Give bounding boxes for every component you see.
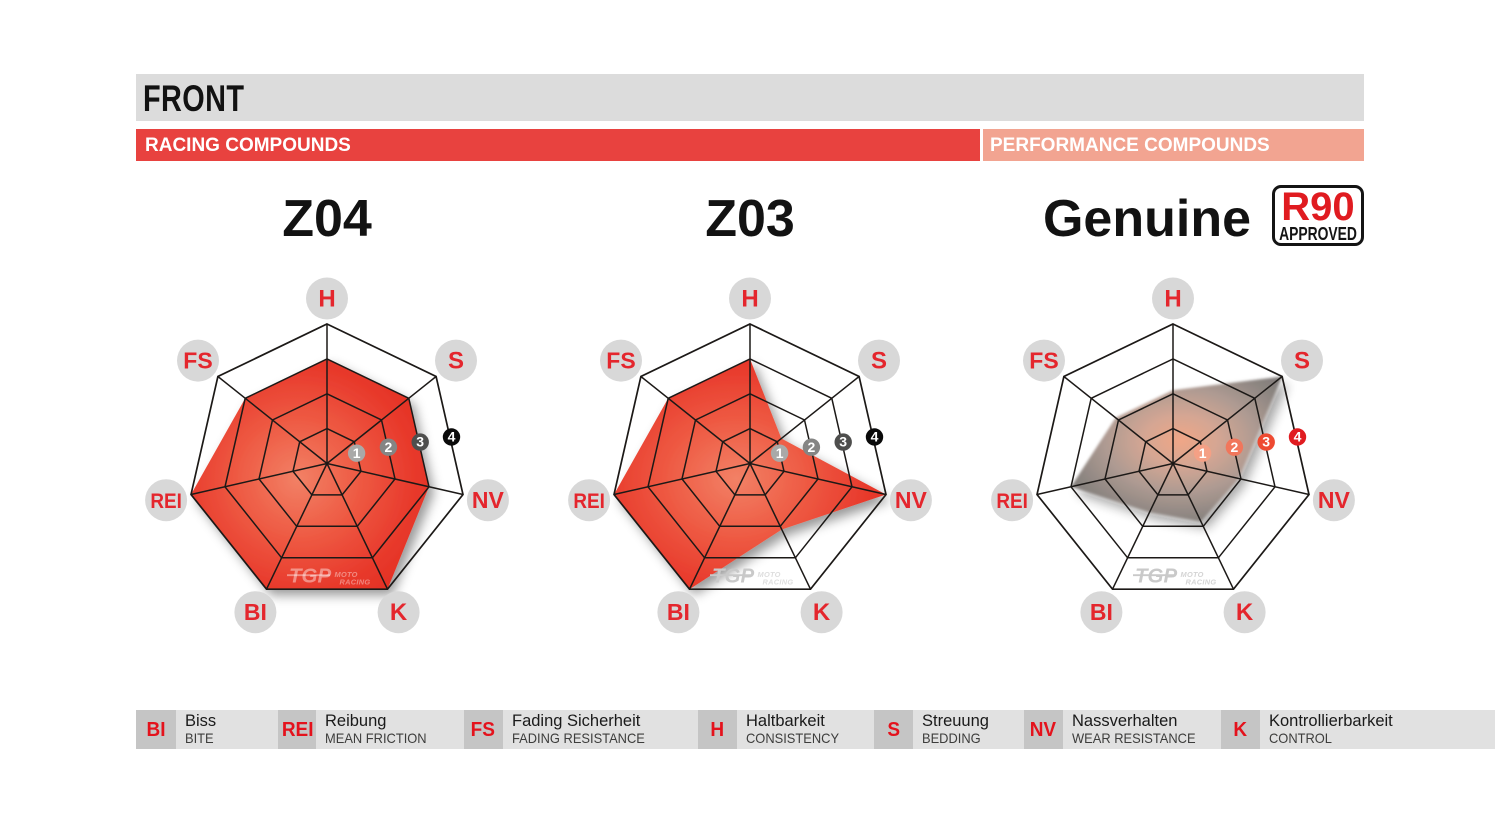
svg-text:BI: BI [244,599,267,625]
svg-text:FS: FS [1029,347,1058,373]
svg-text:TGP: TGP [289,565,331,588]
svg-text:BI: BI [1090,599,1113,625]
svg-text:K: K [390,599,408,626]
svg-text:4: 4 [1294,429,1302,445]
svg-text:FS: FS [606,347,635,373]
svg-text:2: 2 [808,439,816,455]
svg-text:1: 1 [353,445,361,461]
svg-text:REI: REI [573,490,605,513]
svg-text:NV: NV [472,487,505,513]
svg-text:K: K [813,599,831,626]
svg-text:NV: NV [895,487,928,513]
svg-text:4: 4 [871,429,879,445]
svg-text:S: S [1294,347,1310,374]
svg-text:REI: REI [150,490,182,513]
svg-text:3: 3 [416,434,424,450]
svg-text:1: 1 [1199,445,1207,461]
svg-text:K: K [1236,599,1254,626]
svg-text:FS: FS [183,347,212,373]
svg-text:RACING: RACING [340,578,371,587]
svg-text:NV: NV [1318,487,1351,513]
svg-text:2: 2 [1231,439,1239,455]
svg-text:RACING: RACING [1186,578,1217,587]
svg-text:3: 3 [1262,434,1270,450]
svg-text:4: 4 [448,429,456,445]
svg-text:MOTO: MOTO [335,570,358,579]
svg-text:1: 1 [776,445,784,461]
svg-text:S: S [448,347,464,374]
svg-text:S: S [871,347,887,374]
svg-text:H: H [1164,285,1181,312]
svg-text:H: H [741,285,758,312]
svg-text:MOTO: MOTO [1181,570,1204,579]
svg-text:3: 3 [839,434,847,450]
svg-text:MOTO: MOTO [758,570,781,579]
svg-text:RACING: RACING [763,578,794,587]
svg-text:BI: BI [667,599,690,625]
svg-text:H: H [318,285,335,312]
svg-text:2: 2 [385,439,393,455]
svg-text:REI: REI [996,490,1028,513]
